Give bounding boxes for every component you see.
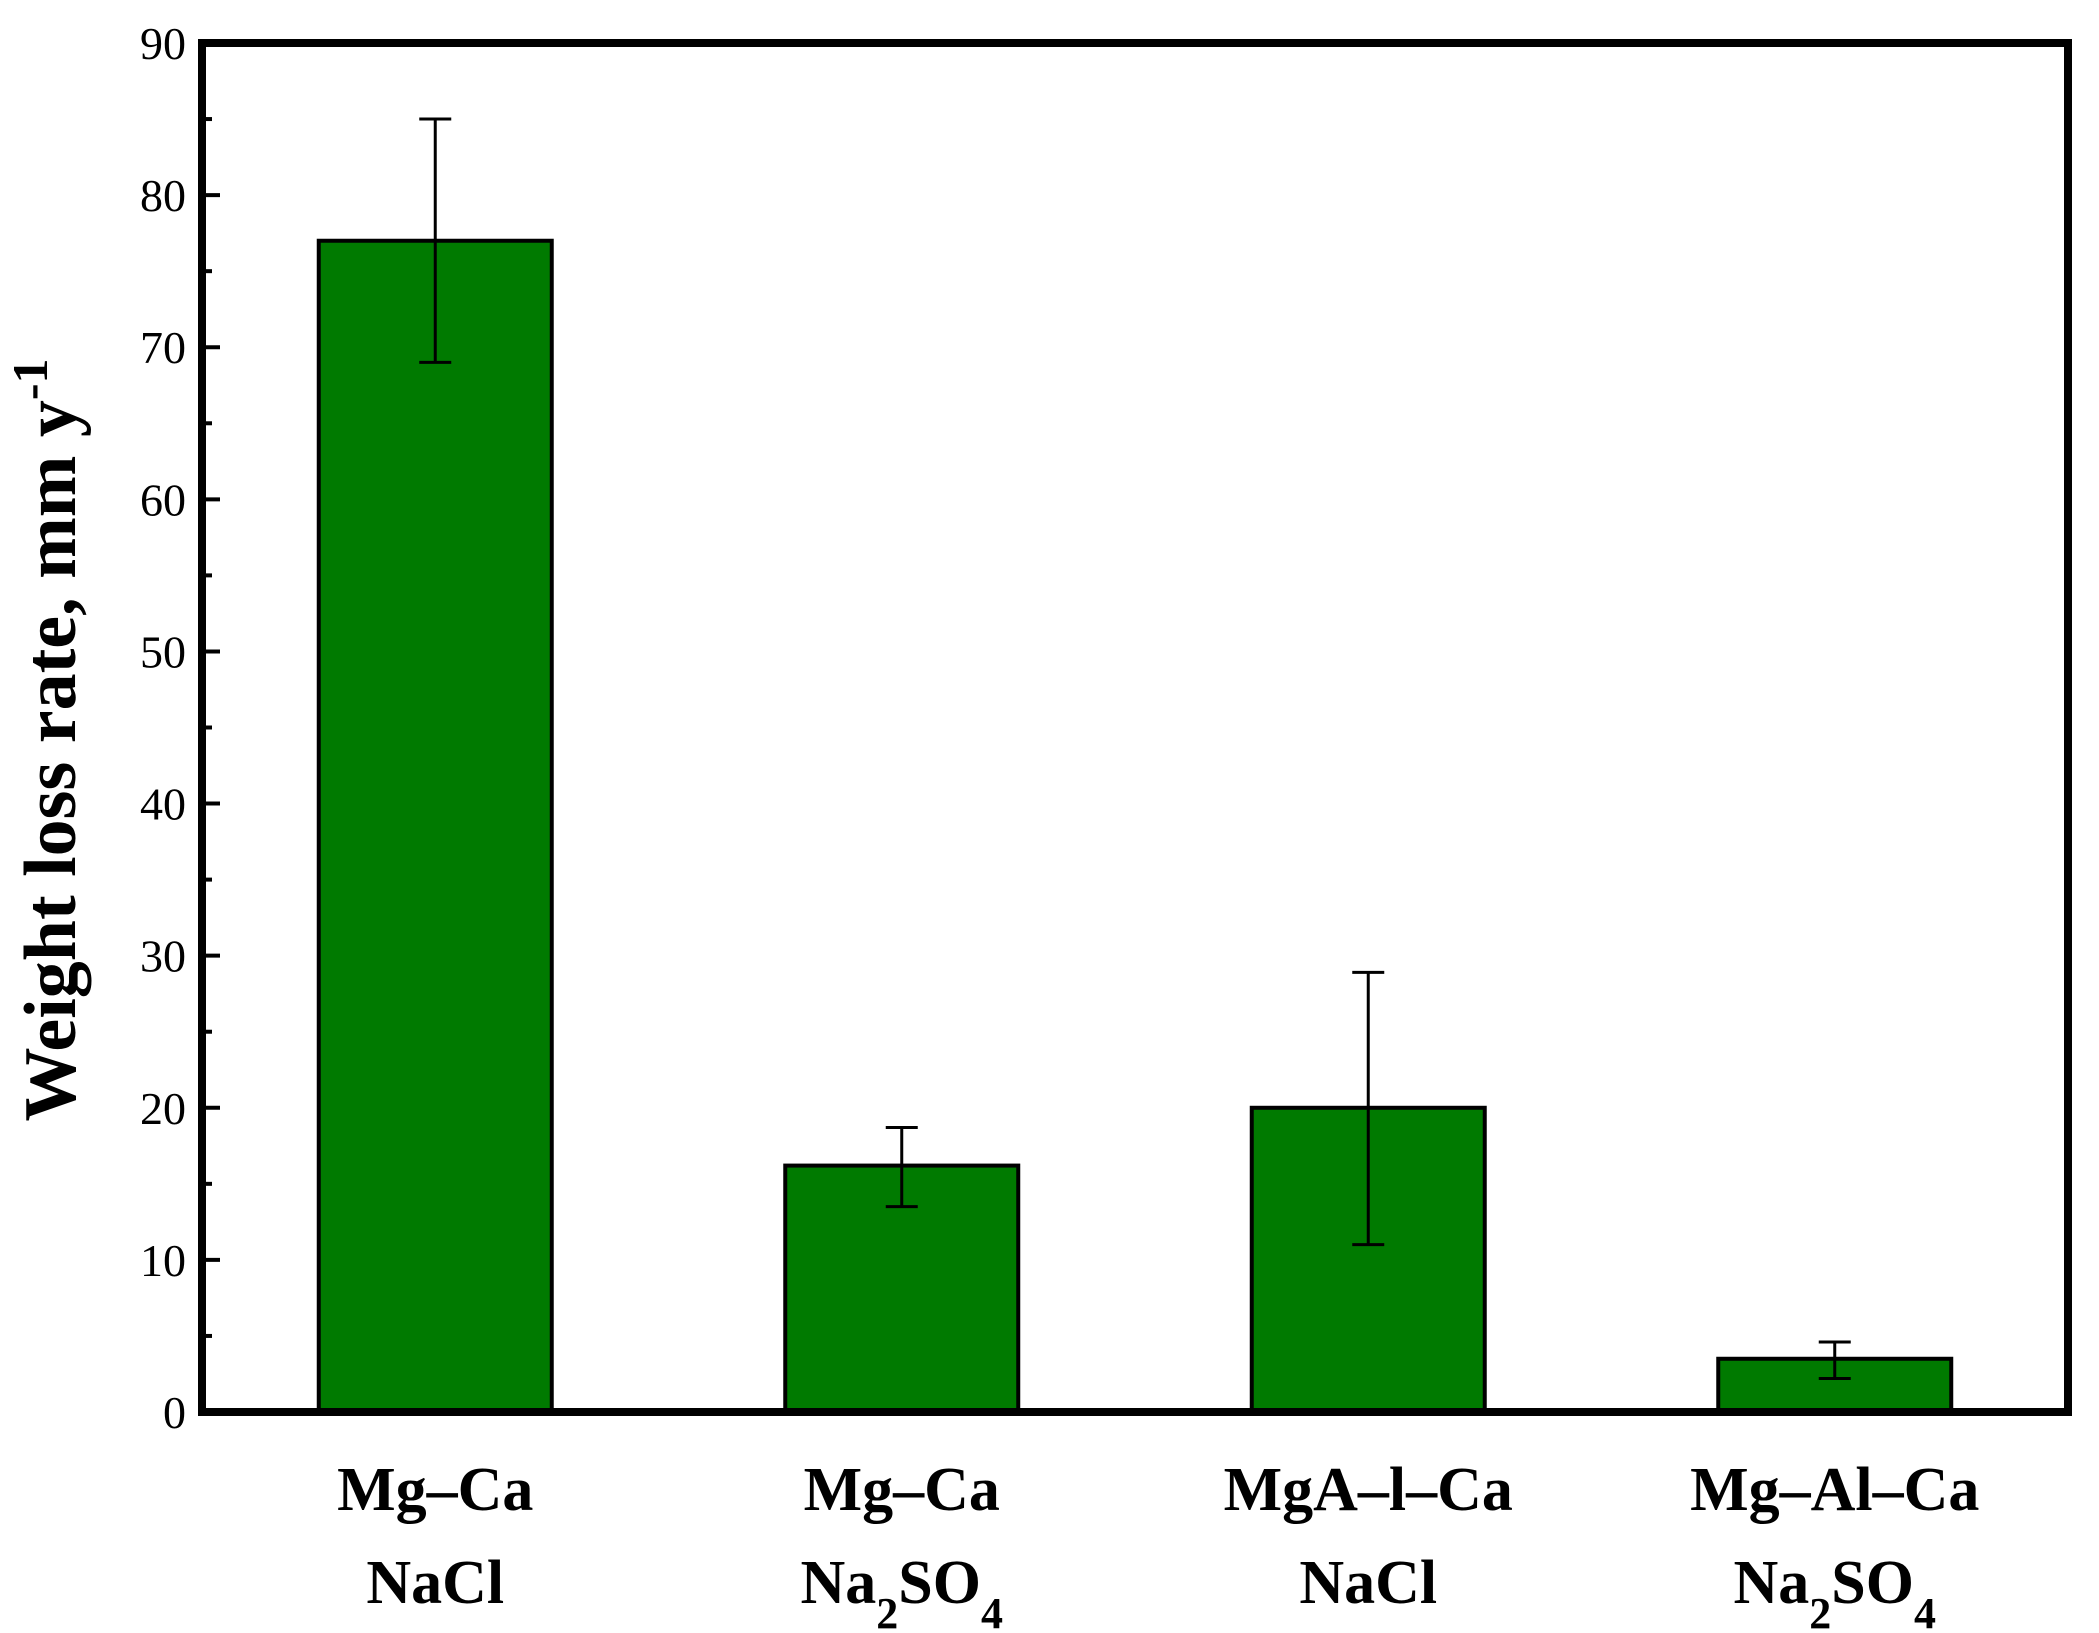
error-bar xyxy=(1352,970,1385,1247)
category-label-line1: Mg–Ca xyxy=(337,1456,533,1524)
category-label-subscript: 2 xyxy=(876,1589,898,1633)
y-tick-label: 90 xyxy=(140,18,186,69)
y-tick-label: 80 xyxy=(140,170,186,221)
error-bars-layer xyxy=(419,117,1851,1381)
y-tick-label: 0 xyxy=(163,1387,186,1438)
category-label-subscript: 4 xyxy=(981,1589,1003,1633)
category-label-subscript: 2 xyxy=(1809,1589,1831,1633)
y-axis-title: Weight loss rate, mm y-1 xyxy=(2,358,92,1121)
tick-labels-layer: 0 10 20 30 40 50 60 70 80 90 xyxy=(140,18,186,1438)
plot-frame xyxy=(198,39,2072,1416)
category-label-text: NaCl xyxy=(366,1549,504,1617)
category-label-line1: Mg–Al–Ca xyxy=(1690,1456,1979,1524)
y-tick-label: 50 xyxy=(140,626,186,677)
y-tick-label: 20 xyxy=(140,1083,186,1134)
category-label-line1: Mg–Ca xyxy=(804,1456,1000,1524)
error-bar xyxy=(419,117,452,364)
y-axis-title-main: Weight loss rate, mm y xyxy=(10,400,92,1121)
bar xyxy=(316,238,554,1415)
y-tick-label: 40 xyxy=(140,779,186,830)
category-label-line2: NaCl xyxy=(366,1549,504,1617)
category-label-line1: MgA–l–Ca xyxy=(1224,1456,1513,1524)
y-tick-label: 60 xyxy=(140,474,186,525)
category-label-line2: Na2SO4 xyxy=(801,1549,1004,1633)
category-label-text: SO xyxy=(1831,1549,1914,1617)
category-labels-layer: Mg–CaNaClMg–CaNa2SO4MgA–l–CaNaClMg–Al–Ca… xyxy=(337,1456,1979,1633)
error-bar xyxy=(1818,1340,1851,1381)
category-label-line2: Na2SO4 xyxy=(1734,1549,1937,1633)
bars-layer xyxy=(316,238,1954,1415)
category-label-line2: NaCl xyxy=(1299,1549,1437,1617)
category-label-text: Na xyxy=(1734,1549,1810,1617)
category-label-text: NaCl xyxy=(1299,1549,1437,1617)
y-tick-label: 30 xyxy=(140,931,186,982)
category-label-subscript: 4 xyxy=(1914,1589,1936,1633)
category-label-text: SO xyxy=(898,1549,981,1617)
y-axis-title-superscript: -1 xyxy=(2,358,58,400)
y-tick-label: 70 xyxy=(140,322,186,373)
error-bar xyxy=(885,1126,918,1209)
category-label-text: Na xyxy=(801,1549,877,1617)
y-tick-label: 10 xyxy=(140,1235,186,1286)
